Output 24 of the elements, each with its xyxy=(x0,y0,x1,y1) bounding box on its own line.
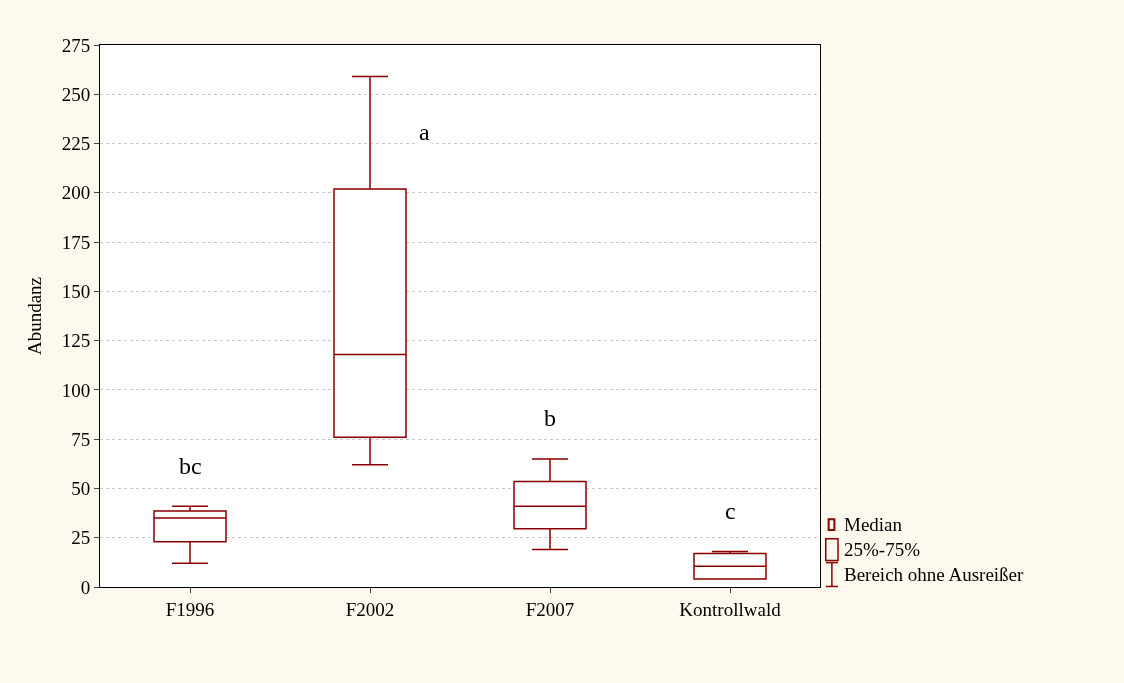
text: 25%-75% xyxy=(844,539,921,560)
y-tick-label: 125 xyxy=(61,330,91,352)
y-tick-label: 175 xyxy=(61,231,91,253)
y-tick-label: 250 xyxy=(61,83,91,105)
y-tick-label: 275 xyxy=(61,34,91,56)
x-tick-label: F1996 xyxy=(165,598,215,620)
text: Median xyxy=(844,514,903,535)
y-tick-label: 50 xyxy=(71,478,91,500)
annotation: a xyxy=(419,119,430,145)
annotation: b xyxy=(544,405,556,431)
x-tick-label: F2002 xyxy=(345,598,395,620)
y-tick-label: 25 xyxy=(71,527,91,549)
y-tick-label: 200 xyxy=(61,182,91,204)
annotation: bc xyxy=(179,453,202,479)
y-tick-label: 0 xyxy=(80,576,91,598)
y-tick-label: 225 xyxy=(61,133,91,155)
y-axis-title: Abundanz xyxy=(23,276,45,356)
x-tick-label: F2007 xyxy=(525,598,575,620)
annotation: c xyxy=(725,498,736,524)
y-tick-label: 75 xyxy=(71,428,91,450)
y-tick-label: 150 xyxy=(61,281,91,303)
x-tick-label: Kontrollwald xyxy=(679,598,782,620)
y-tick-label: 100 xyxy=(61,379,91,401)
text: Bereich ohne Ausreißer xyxy=(844,564,1025,585)
